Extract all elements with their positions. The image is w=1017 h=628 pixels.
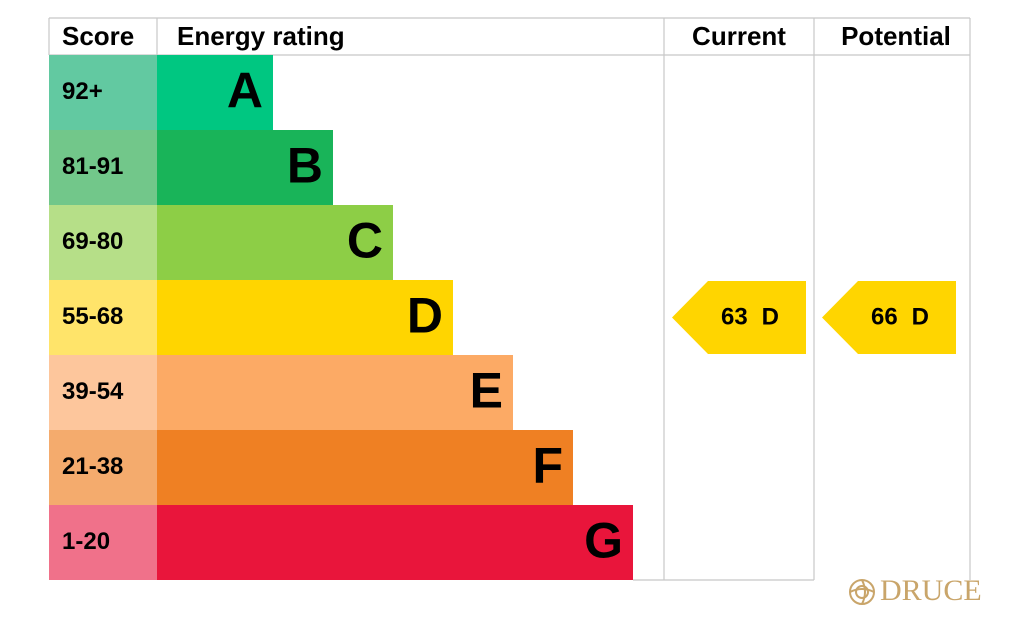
rating-letter: A	[227, 63, 263, 119]
score-cell	[49, 130, 157, 205]
potential-label: 66 D	[871, 304, 929, 331]
score-cell	[49, 280, 157, 355]
score-label: 92+	[62, 78, 103, 105]
score-label: 55-68	[62, 303, 123, 330]
header-rating: Energy rating	[177, 21, 345, 51]
rating-letter: B	[287, 138, 323, 194]
potential-value: 66	[871, 304, 898, 331]
rating-letter: D	[407, 288, 443, 344]
rating-bar	[157, 55, 273, 130]
rating-letter: F	[532, 438, 563, 494]
current-letter: D	[762, 304, 779, 331]
score-label: 1-20	[62, 528, 110, 555]
rating-bar	[157, 430, 573, 505]
score-cell	[49, 55, 157, 130]
potential-arrow	[822, 281, 956, 354]
score-cell	[49, 430, 157, 505]
score-label: 39-54	[62, 378, 124, 405]
rating-bar	[157, 130, 333, 205]
current-value: 63	[721, 304, 748, 331]
score-label: 69-80	[62, 228, 123, 255]
score-cell	[49, 205, 157, 280]
score-cell	[49, 355, 157, 430]
rating-bar	[157, 505, 633, 580]
potential-letter: D	[912, 304, 929, 331]
current-label: 63 D	[721, 304, 779, 331]
logo	[849, 579, 875, 605]
rating-bar	[157, 280, 453, 355]
score-label: 21-38	[62, 453, 123, 480]
logo-text: DRUCE	[880, 574, 982, 607]
rating-bar	[157, 355, 513, 430]
rating-letter: C	[347, 213, 383, 269]
header-potential: Potential	[841, 21, 951, 51]
rating-letter: E	[470, 363, 503, 419]
score-label: 81-91	[62, 153, 123, 180]
rating-bar	[157, 205, 393, 280]
current-arrow	[672, 281, 806, 354]
header-score: Score	[62, 21, 134, 51]
header-current: Current	[692, 21, 786, 51]
rating-letter: G	[584, 513, 623, 569]
score-cell	[49, 505, 157, 580]
